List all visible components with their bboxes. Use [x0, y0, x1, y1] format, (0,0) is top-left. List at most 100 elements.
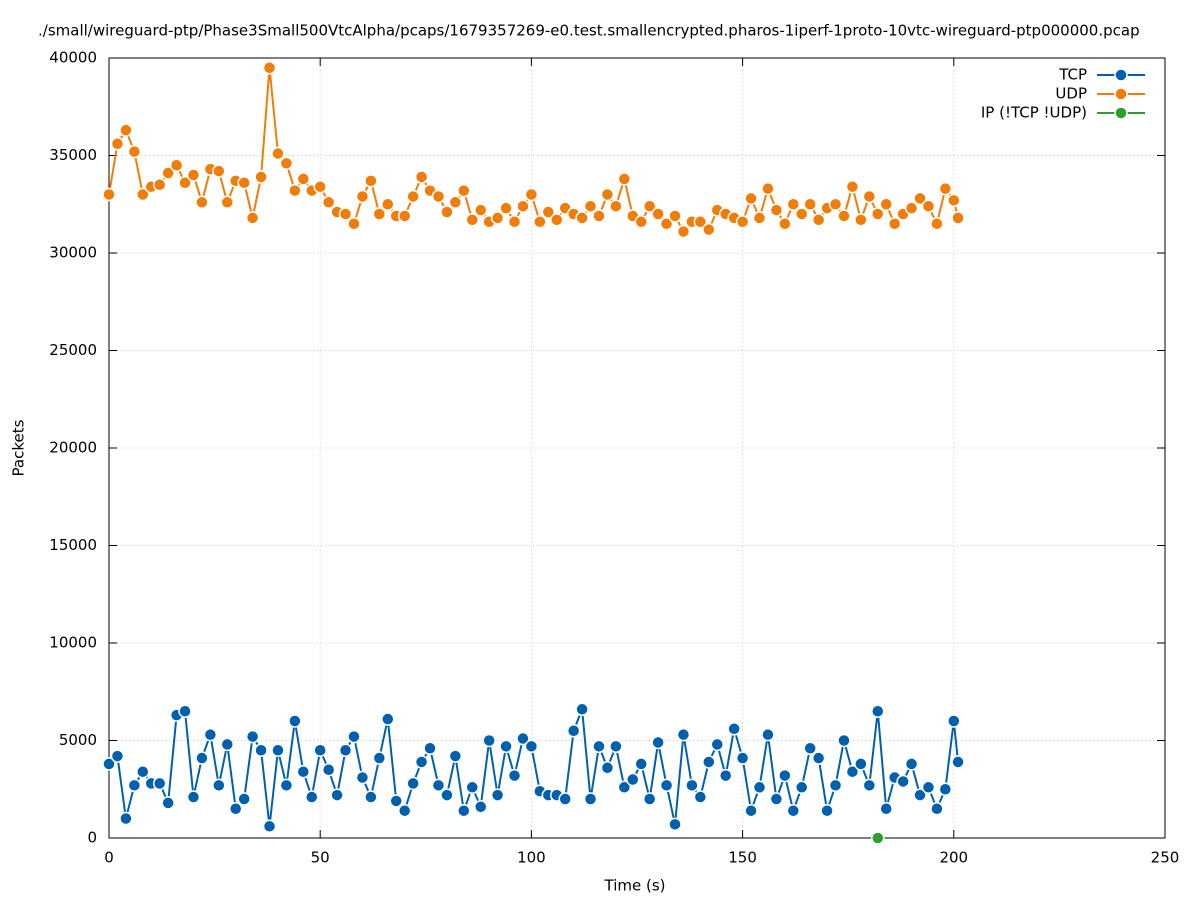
- data-point: [921, 199, 936, 213]
- y-tick-label: 10000: [49, 634, 97, 652]
- data-point: [237, 176, 251, 190]
- data-point: [110, 749, 125, 763]
- data-point: [735, 751, 750, 765]
- data-point: [786, 803, 801, 818]
- data-point: [254, 170, 268, 184]
- data-point: [507, 768, 522, 783]
- data-point: [431, 778, 446, 793]
- plot-border: [108, 57, 1166, 839]
- data-point: [651, 207, 665, 221]
- data-point: [473, 203, 488, 217]
- data-point: [237, 792, 251, 806]
- data-point: [524, 187, 539, 202]
- data-point: [583, 792, 598, 806]
- data-point: [642, 199, 657, 213]
- data-point: [794, 207, 809, 221]
- x-axis-label: Time (s): [604, 877, 666, 895]
- data-point: [930, 217, 944, 231]
- data-point: [609, 199, 623, 213]
- data-point: [473, 800, 488, 814]
- data-point: [169, 158, 184, 172]
- data-point: [178, 176, 192, 190]
- x-tick-label: 100: [517, 849, 546, 867]
- data-point: [871, 704, 885, 718]
- data-point: [499, 739, 513, 754]
- data-point: [718, 768, 733, 783]
- data-point: [651, 735, 665, 750]
- data-point: [507, 215, 522, 229]
- data-point: [127, 778, 142, 793]
- data-point: [457, 803, 471, 818]
- data-point: [389, 794, 403, 808]
- data-point: [794, 780, 809, 795]
- data-point: [676, 727, 691, 742]
- data-point: [490, 788, 505, 802]
- data-point: [440, 788, 454, 802]
- data-point: [837, 209, 851, 223]
- y-tick-label: 30000: [49, 244, 97, 262]
- data-point: [947, 714, 961, 728]
- data-point: [921, 780, 936, 795]
- data-point: [558, 792, 572, 806]
- data-point: [136, 187, 150, 202]
- data-point: [102, 757, 116, 771]
- data-point: [828, 197, 843, 211]
- data-point: [457, 183, 471, 198]
- data-point: [524, 739, 539, 754]
- data-point: [321, 763, 336, 777]
- data-point: [702, 755, 716, 769]
- data-point: [355, 189, 370, 204]
- legend-label: UDP: [1055, 85, 1087, 103]
- data-point: [693, 790, 708, 804]
- data-point: [516, 731, 530, 746]
- data-point: [778, 768, 792, 783]
- data-point: [862, 778, 877, 793]
- data-point: [600, 761, 615, 775]
- data-point: [951, 211, 965, 225]
- data-point: [930, 802, 944, 816]
- data-point: [803, 197, 817, 211]
- data-point: [609, 739, 623, 754]
- data-point: [102, 187, 116, 202]
- data-point: [778, 217, 792, 231]
- legend-marker: [1114, 106, 1128, 120]
- legend-marker: [1114, 87, 1128, 101]
- data-point: [634, 215, 648, 229]
- data-point: [904, 757, 919, 771]
- data-point: [228, 802, 243, 816]
- data-point: [364, 174, 378, 188]
- data-point: [406, 189, 420, 204]
- series-line: [108, 708, 960, 827]
- data-point: [862, 189, 877, 204]
- data-point: [769, 792, 784, 806]
- data-point: [482, 733, 496, 748]
- data-point: [152, 776, 167, 791]
- data-point: [313, 179, 327, 194]
- data-point: [220, 737, 235, 752]
- data-point: [752, 211, 767, 225]
- data-point: [296, 764, 311, 779]
- data-point: [820, 803, 834, 818]
- data-point: [879, 802, 893, 816]
- data-point: [423, 741, 437, 756]
- data-point: [288, 714, 302, 728]
- data-point: [710, 737, 725, 752]
- data-point: [245, 211, 260, 225]
- data-point: [752, 780, 767, 795]
- data-point: [837, 733, 851, 748]
- data-point: [296, 172, 311, 186]
- data-point: [533, 215, 547, 229]
- data-point: [583, 199, 598, 213]
- data-point: [330, 788, 344, 802]
- data-point: [406, 776, 420, 791]
- data-point: [397, 209, 412, 223]
- data-point: [727, 722, 741, 736]
- data-point: [659, 778, 674, 793]
- data-point: [575, 211, 589, 225]
- data-point: [668, 209, 682, 223]
- data-point: [347, 729, 361, 744]
- data-point: [566, 724, 581, 738]
- data-point: [947, 193, 961, 208]
- y-tick-label: 40000: [49, 49, 97, 67]
- x-tick-label: 200: [939, 849, 968, 867]
